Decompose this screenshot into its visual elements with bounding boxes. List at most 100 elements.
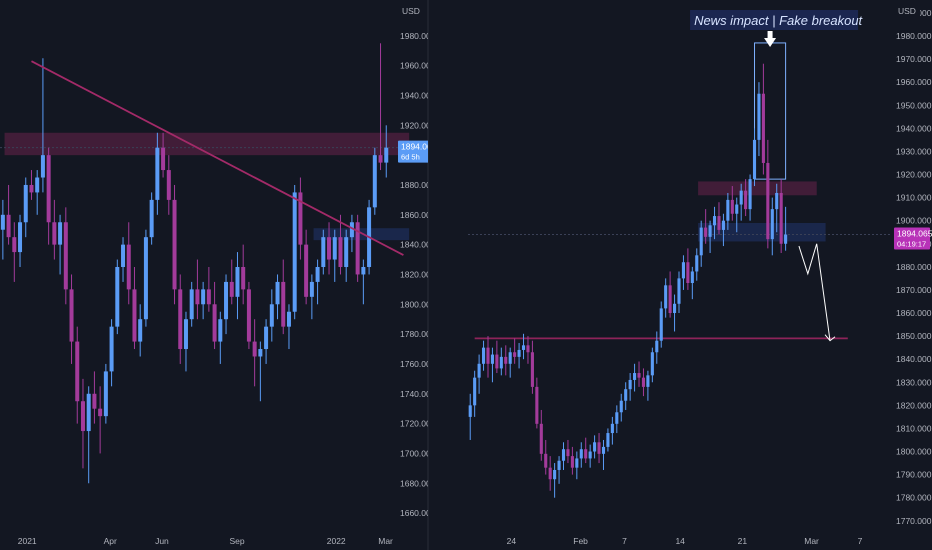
candle-body	[535, 386, 539, 424]
y-tick-label: 1880.00	[400, 180, 428, 190]
y-tick-label: 1770.000	[896, 516, 932, 526]
candle-body	[761, 93, 765, 163]
candle-body	[486, 347, 490, 364]
candle-body	[575, 458, 579, 468]
candle-body	[327, 237, 332, 260]
candle-body	[499, 356, 503, 369]
y-tick-label: 1780.00	[400, 329, 428, 339]
left-chart-svg[interactable]: 1660.00 1680.00 1700.00 1720.00 1740.00 1760.…	[0, 0, 428, 550]
y-tick-label: 1970.000	[896, 54, 932, 64]
candle-body	[526, 345, 530, 353]
candle-body	[229, 281, 234, 297]
candle-body	[212, 304, 217, 342]
y-tick-label: 1920.00	[400, 120, 428, 130]
candle-body	[601, 446, 606, 454]
y-tick-label: 1980.000	[896, 31, 932, 41]
y-tick-label: 1860.000	[896, 308, 932, 318]
candle-body	[633, 373, 637, 380]
down-arrow-icon	[764, 38, 777, 47]
candle-body	[378, 155, 383, 163]
y-tick-label: 1840.000	[896, 354, 932, 364]
candle-body	[699, 227, 703, 256]
y-tick-label: 1880.000	[896, 262, 932, 272]
last-price-value: 1894.06	[401, 142, 428, 152]
candle-body	[258, 349, 263, 357]
panel-separator	[427, 0, 429, 550]
candle-body	[708, 225, 712, 237]
candle-body	[739, 190, 743, 205]
y-tick-label: 1980.00	[400, 31, 428, 41]
candle-body	[664, 285, 668, 309]
y-tick-label: 1740.00	[400, 389, 428, 399]
annotation-text: News impact | Fake breakout	[694, 13, 863, 28]
candle-body	[286, 311, 291, 327]
candle-body	[561, 449, 566, 461]
y-tick-label: 1940.000	[896, 123, 932, 133]
x-tick-label: Jun	[155, 536, 169, 546]
candle-body	[338, 237, 343, 267]
candle-body	[530, 352, 534, 387]
x-tick-label: 7	[858, 536, 863, 546]
candle-body	[103, 371, 108, 417]
candle-body	[504, 356, 508, 364]
candle-body	[566, 449, 570, 457]
candle-body	[548, 467, 552, 480]
candle-body	[695, 255, 699, 272]
candle-body	[468, 405, 472, 417]
candle-body	[332, 237, 337, 260]
y-tick-label: 1820.00	[400, 269, 428, 279]
candle-body	[189, 289, 194, 320]
candle-body	[35, 177, 40, 193]
candle-body	[12, 237, 17, 253]
y-tick-label: 1820.000	[896, 400, 932, 410]
candle-body	[172, 199, 177, 290]
candle-body	[52, 222, 57, 245]
y-tick-label: 1960.000	[896, 77, 932, 87]
right-chart-svg[interactable]: 1770.000 1780.000 1790.000 1800.000 1810.000…	[428, 0, 932, 550]
projection-arrowhead	[824, 334, 836, 342]
candle-body	[655, 340, 659, 353]
y-tick-label: 1920.000	[896, 170, 932, 180]
candle-body	[58, 222, 63, 245]
candle-body	[80, 401, 85, 432]
candle-body	[557, 460, 561, 470]
candle-body	[18, 222, 23, 253]
y-tick-label: 1940.00	[400, 90, 428, 100]
last-price-badge	[398, 140, 428, 163]
candle-body	[109, 326, 114, 372]
y-tick-label: 1700.00	[400, 448, 428, 458]
candle-body	[641, 377, 646, 387]
x-tick-label: 7	[622, 536, 627, 546]
candle-body	[650, 352, 654, 376]
candle-body	[513, 352, 517, 357]
down-arrow-stem	[767, 31, 773, 39]
candle-body	[224, 281, 229, 320]
y-tick-label: 1720.00	[400, 419, 428, 429]
candle-body	[624, 389, 628, 401]
candle-body	[646, 375, 650, 387]
candle-body	[779, 192, 783, 244]
candle-body	[721, 220, 725, 230]
candle-body	[681, 262, 685, 279]
candle-body	[264, 326, 269, 350]
candle-body	[69, 289, 74, 342]
left-chart-panel[interactable]: 1660.00 1680.00 1700.00 1720.00 1740.00 1760.…	[0, 0, 428, 550]
candle-body	[321, 237, 326, 267]
candle-body	[508, 352, 512, 364]
right-chart-panel[interactable]: 1770.000 1780.000 1790.000 1800.000 1810.000…	[428, 0, 932, 550]
candle-body	[784, 234, 788, 244]
candle-body	[92, 393, 97, 409]
candle-body	[775, 192, 779, 210]
currency-label-bg	[398, 4, 424, 18]
candle-body	[46, 155, 51, 223]
candle-body	[29, 184, 34, 193]
candle-body	[690, 271, 694, 284]
resistance-zone	[4, 132, 410, 156]
candle-body	[677, 278, 681, 304]
candle-body	[757, 93, 761, 140]
candle-body	[619, 400, 623, 413]
candle-body	[770, 209, 774, 240]
candle-body	[673, 303, 677, 314]
candle-body	[544, 453, 548, 468]
support-zone	[313, 228, 410, 241]
